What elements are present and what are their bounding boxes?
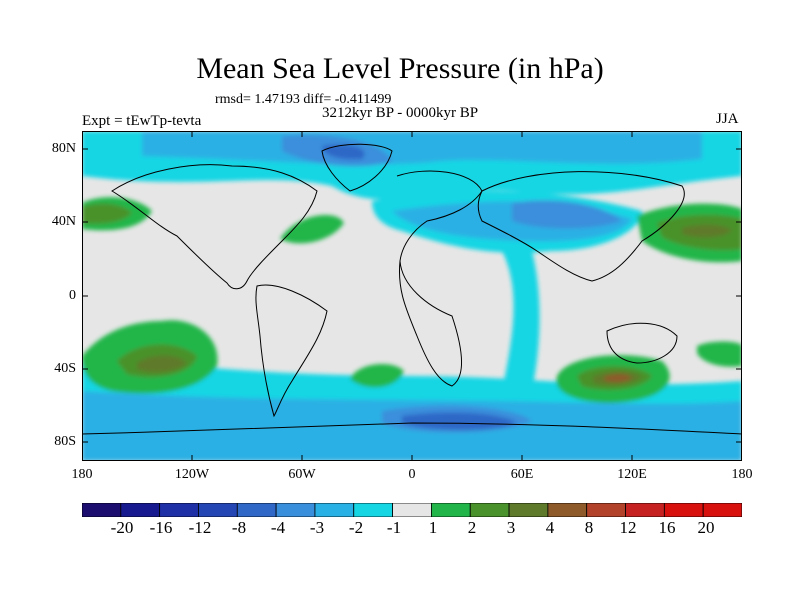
lon-label-120e: 120E (617, 467, 647, 482)
experiment-label: Expt = tEwTp-tevta (82, 113, 202, 129)
australia-coast (606, 322, 678, 364)
arctic-minus2 (142, 131, 702, 165)
colorbar-label: -4 (270, 518, 286, 537)
colorbar-swatch (314, 503, 355, 517)
colorbar-label: -12 (188, 518, 212, 537)
asia-coast (477, 171, 685, 282)
lat-label-40s: 40S (54, 361, 76, 376)
colorbar-swatch (625, 503, 665, 517)
colorbar-swatch (392, 503, 432, 517)
lon-label-60e: 60E (510, 467, 534, 482)
greenland-coast (321, 143, 393, 192)
lon-label-180e: 180 (731, 467, 753, 482)
pressure-map (82, 131, 742, 461)
arctic-minus4 (322, 144, 365, 160)
colorbar-swatch (547, 503, 588, 517)
colorbar-swatch (663, 503, 704, 517)
colorbar-label: 1 (428, 518, 438, 537)
dateline-plus3 (82, 203, 132, 224)
colorbar-label: 2 (467, 518, 477, 537)
colorbar-label: -16 (149, 518, 173, 537)
colorbar-swatch (198, 503, 238, 517)
stats-line: rmsd= 1.47193 diff= -0.411499 (215, 92, 392, 107)
colorbar-label: 16 (658, 518, 676, 537)
north-america-coast (111, 164, 318, 290)
antarctica-coast (82, 422, 742, 435)
colorbar-swatch (236, 503, 277, 517)
colorbar-label: 12 (619, 518, 637, 537)
lon-label-180w: 180 (71, 467, 93, 482)
map-frame (82, 131, 742, 461)
colorbar-label: -8 (231, 518, 247, 537)
natlantic-plus (280, 215, 344, 244)
indian-tongue (502, 251, 540, 391)
sindian-plus8 (604, 374, 632, 383)
colorbar-label: 3 (506, 518, 516, 537)
coastlines (82, 143, 742, 435)
colorbar-swatch (120, 503, 161, 517)
colorbar-label: 8 (584, 518, 594, 537)
npacific-plus4 (682, 224, 732, 238)
period-label: 3212kyr BP - 0000kyr BP (321, 105, 479, 121)
colorbar-swatch (275, 503, 316, 517)
colorbar-swatch (431, 503, 471, 517)
sepacific-plus (697, 341, 742, 367)
colorbar-swatch (469, 503, 510, 517)
lat-label-80s: 80S (54, 434, 76, 449)
lon-label-60w: 60W (288, 467, 316, 482)
colorbar-swatch (586, 503, 626, 517)
asia-minus3 (512, 200, 622, 229)
lon-label-0: 0 (408, 467, 416, 482)
season-label: JJA (716, 111, 739, 127)
colorbar-label: -2 (348, 518, 364, 537)
south-america-coast (255, 284, 328, 418)
colorbar-swatch (702, 503, 742, 517)
satlantic-plus (350, 364, 404, 388)
lat-label-80n: 80N (51, 141, 76, 156)
lon-label-120w: 120W (174, 467, 210, 482)
colorbar-label: 20 (697, 518, 715, 537)
spacific-plus4 (137, 355, 187, 373)
anomaly-fields (82, 131, 742, 461)
figure-title: Mean Sea Level Pressure (in hPa) (196, 52, 604, 85)
antarctic-minus4 (402, 412, 517, 430)
colorbar-label: -1 (386, 518, 402, 537)
colorbar-swatch (508, 503, 549, 517)
colorbar-swatch (82, 503, 122, 517)
lat-label-40n: 40N (51, 214, 76, 229)
colorbar-label: 4 (545, 518, 555, 537)
colorbar-swatch (353, 503, 393, 517)
lat-label-0: 0 (69, 288, 76, 303)
colorbar (82, 503, 742, 517)
colorbar-label: -3 (309, 518, 325, 537)
colorbar-label: -20 (110, 518, 134, 537)
colorbar-swatch (159, 503, 199, 517)
